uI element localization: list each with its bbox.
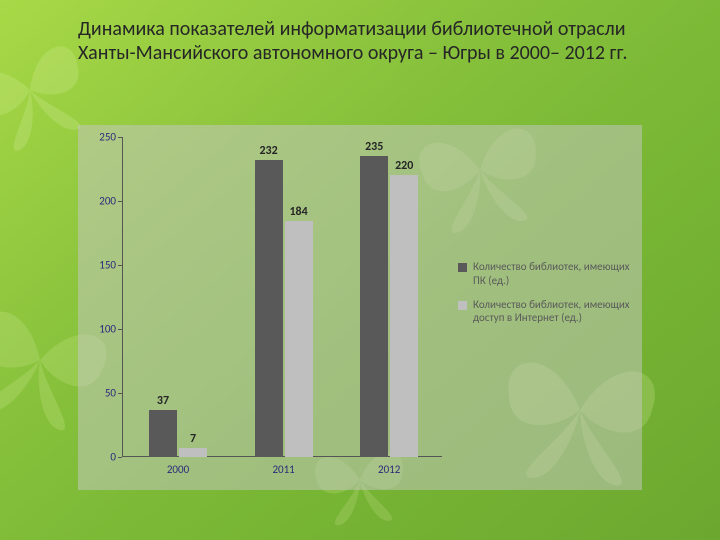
legend-swatch xyxy=(458,301,467,310)
y-tick-label: 50 xyxy=(105,387,116,400)
bar: 37 xyxy=(149,410,177,457)
x-tick-label: 2000 xyxy=(167,463,189,476)
slide: Динамика показателей информатизации библ… xyxy=(0,0,720,540)
bar-value-label: 37 xyxy=(157,394,169,410)
y-tick-mark xyxy=(118,329,122,330)
x-tick-label: 2011 xyxy=(272,463,294,476)
legend-item: Количество библиотек, имеющих ПК (ед.) xyxy=(458,260,633,288)
y-tick-label: 100 xyxy=(99,323,116,336)
y-tick-mark xyxy=(118,457,122,458)
bar-value-label: 235 xyxy=(365,140,383,156)
y-tick-mark xyxy=(118,393,122,394)
y-tick-mark xyxy=(118,201,122,202)
x-tick-label: 2012 xyxy=(378,463,400,476)
y-tick-label: 150 xyxy=(99,259,116,272)
y-tick-label: 200 xyxy=(99,195,116,208)
bar: 220 xyxy=(390,175,418,457)
plot-area: 0501001502002502000377201123218420122352… xyxy=(122,137,442,457)
legend: Количество библиотек, имеющих ПК (ед.) Ко… xyxy=(458,260,633,335)
legend-item: Количество библиотек, имеющих доступ в И… xyxy=(458,298,633,326)
y-axis xyxy=(122,137,123,457)
bar: 7 xyxy=(179,448,207,457)
legend-label: Количество библиотек, имеющих доступ в И… xyxy=(473,298,633,326)
y-tick-mark xyxy=(118,265,122,266)
chart-panel: 0501001502002502000377201123218420122352… xyxy=(78,125,642,490)
bar-value-label: 232 xyxy=(259,144,277,160)
bar: 184 xyxy=(285,221,313,457)
y-tick-mark xyxy=(118,137,122,138)
bar: 232 xyxy=(255,160,283,457)
bar-value-label: 7 xyxy=(190,432,196,448)
bar: 235 xyxy=(360,156,388,457)
slide-title: Динамика показателей информатизации библ… xyxy=(78,18,638,65)
legend-label: Количество библиотек, имеющих ПК (ед.) xyxy=(473,260,633,288)
y-tick-label: 0 xyxy=(110,451,116,464)
y-tick-label: 250 xyxy=(99,131,116,144)
bar-value-label: 220 xyxy=(395,159,413,175)
bar-value-label: 184 xyxy=(289,205,307,221)
legend-swatch xyxy=(458,263,467,272)
